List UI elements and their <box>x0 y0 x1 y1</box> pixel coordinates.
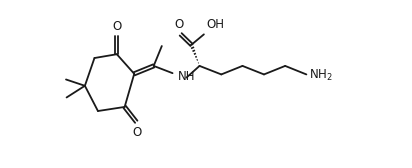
Text: O: O <box>132 125 141 139</box>
Text: O: O <box>175 18 184 31</box>
Text: OH: OH <box>206 18 224 31</box>
Text: NH: NH <box>178 70 196 83</box>
Text: NH$_2$: NH$_2$ <box>309 68 332 83</box>
Text: O: O <box>112 20 122 33</box>
